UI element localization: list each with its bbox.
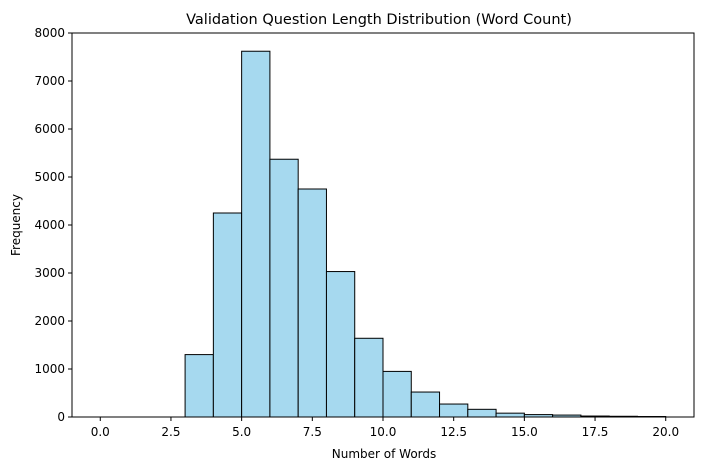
y-tick-label: 1000 xyxy=(34,362,65,376)
histogram-bar xyxy=(213,213,241,417)
y-tick-label: 6000 xyxy=(34,122,65,136)
y-axis-label: Frequency xyxy=(9,194,23,256)
histogram-bar xyxy=(440,404,468,417)
x-tick-label: 0.0 xyxy=(91,425,110,439)
x-tick-label: 2.5 xyxy=(161,425,180,439)
x-tick-label: 5.0 xyxy=(232,425,251,439)
histogram-bar xyxy=(383,371,411,417)
histogram-bar xyxy=(270,159,298,417)
x-tick-label: 10.0 xyxy=(370,425,397,439)
y-tick-label: 5000 xyxy=(34,170,65,184)
histogram-bar xyxy=(298,189,326,417)
histogram-bar xyxy=(496,413,524,417)
histogram-bar xyxy=(326,272,354,417)
histogram-bar xyxy=(242,51,270,417)
x-tick-label: 17.5 xyxy=(582,425,609,439)
y-tick-label: 3000 xyxy=(34,266,65,280)
y-tick-label: 2000 xyxy=(34,314,65,328)
x-tick-label: 15.0 xyxy=(511,425,538,439)
x-axis: 0.0 2.5 5.0 7.5 10.0 12.5 15.0 17.5 20.0 xyxy=(91,417,679,439)
y-tick-label: 0 xyxy=(57,410,65,424)
histogram-bar xyxy=(185,355,213,417)
histogram-bar xyxy=(468,409,496,417)
y-tick-label: 8000 xyxy=(34,26,65,40)
y-tick-label: 4000 xyxy=(34,218,65,232)
y-axis: 0 1000 2000 3000 4000 5000 6000 7000 8000 xyxy=(34,26,72,424)
bars-group xyxy=(185,51,666,417)
histogram-bar xyxy=(355,338,383,417)
histogram-bar xyxy=(411,392,439,417)
y-tick-label: 7000 xyxy=(34,74,65,88)
x-tick-label: 12.5 xyxy=(440,425,467,439)
chart-title: Validation Question Length Distribution … xyxy=(186,12,572,28)
x-tick-label: 20.0 xyxy=(652,425,679,439)
x-tick-label: 7.5 xyxy=(303,425,322,439)
x-axis-label: Number of Words xyxy=(332,447,437,461)
